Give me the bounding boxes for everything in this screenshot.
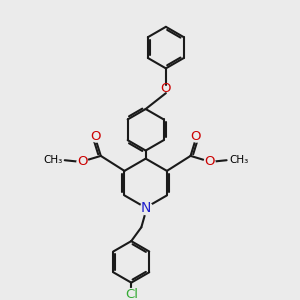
Text: CH₃: CH₃	[229, 155, 248, 165]
Text: O: O	[204, 155, 214, 168]
Text: O: O	[190, 130, 201, 143]
Text: Cl: Cl	[125, 288, 138, 300]
Text: N: N	[140, 201, 151, 215]
Text: O: O	[90, 130, 101, 143]
Text: CH₃: CH₃	[43, 155, 62, 165]
Text: O: O	[160, 82, 171, 95]
Text: O: O	[77, 155, 87, 168]
